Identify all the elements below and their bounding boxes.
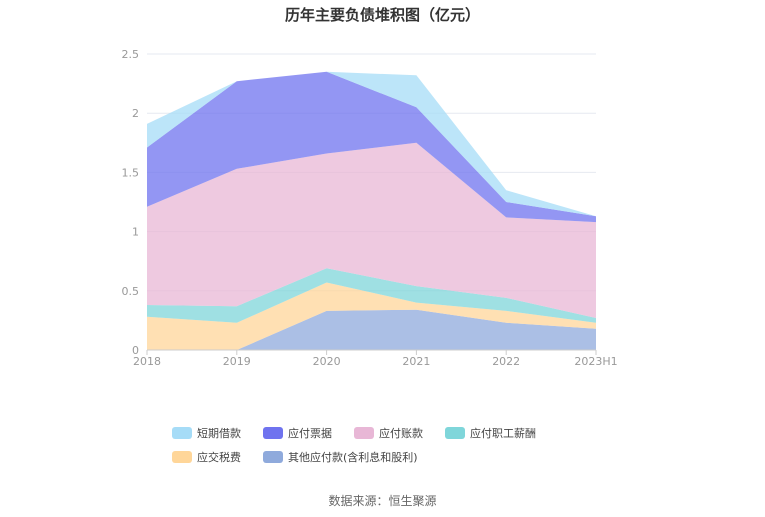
legend-item[interactable]: 应交税费 [172,449,241,465]
y-tick-label: 0.5 [122,285,140,298]
area-series-4 [147,71,596,223]
y-tick-label: 1 [132,226,139,239]
x-tick-label: 2019 [223,355,251,368]
legend-label: 其他应付款(含利息和股利) [288,451,418,464]
legend-swatch [172,427,192,439]
x-tick-label: 2020 [313,355,341,368]
legend-label: 应付票据 [288,427,332,440]
legend-item[interactable]: 短期借款 [172,425,241,441]
area-series-3 [147,142,596,318]
x-tick-label: 2018 [133,355,161,368]
x-tick-label: 2021 [402,355,430,368]
legend-item[interactable]: 应付票据 [263,425,332,441]
axes: 0 0.5 1 1.5 2 2.5 2018 2019 2020 2021 2022 2023H1 [122,48,618,368]
legend-item[interactable]: 应付职工薪酬 [445,425,536,441]
legend-item[interactable]: 其他应付款(含利息和股利) [263,449,418,465]
legend-swatch [354,427,374,439]
area-series [147,71,596,350]
legend-swatch [263,427,283,439]
legend: 短期借款 应付票据 应付账款 应付职工薪酬应交税费 其他应付款(含利息和股利) [172,425,612,465]
x-tick-label: 2022 [492,355,520,368]
area-series-2 [147,268,596,323]
chart-title: 历年主要负债堆积图（亿元） [284,6,480,24]
y-tick-label: 2.5 [122,48,140,61]
legend-label: 应交税费 [197,451,241,464]
y-tick-label: 1.5 [122,166,140,179]
data-source: 数据来源：恒生聚源 [328,494,437,508]
legend-swatch [172,451,192,463]
legend-label: 短期借款 [197,427,241,440]
x-tick-label: 2023H1 [574,355,617,368]
area-series-1 [147,282,596,350]
y-tick-label: 2 [132,107,139,120]
area-series-0 [147,309,596,350]
legend-label: 应付账款 [379,427,423,440]
legend-label: 应付职工薪酬 [470,427,536,440]
legend-swatch [445,427,465,439]
y-tick-label: 0 [132,344,139,357]
legend-swatch [263,451,283,463]
legend-item[interactable]: 应付账款 [354,425,423,441]
